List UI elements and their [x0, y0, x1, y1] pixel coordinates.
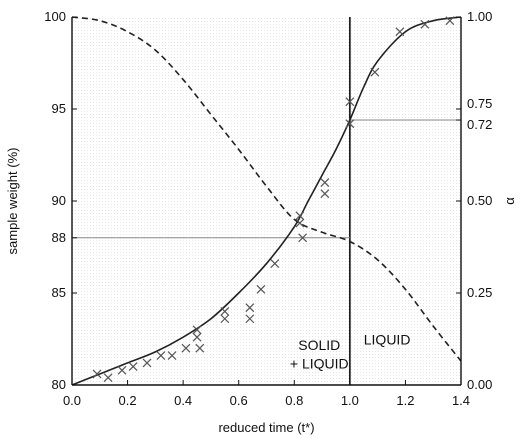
data-point-x-marker [295, 218, 305, 228]
data-point-x-marker [117, 365, 127, 375]
y2-tick-label: 0.75 [467, 96, 492, 111]
series-layer [71, 16, 462, 386]
y-tick-label: 80 [52, 377, 66, 392]
axes: 0.0 0.2 0.4 0.6 0.8 1.0 1.2 1.4 80 85 88 90 95 100 0.0… [44, 9, 492, 408]
data-point-x-marker [192, 332, 202, 342]
x-tick-label: 0.2 [119, 393, 137, 408]
x-axis-title: reduced time (t*) [218, 420, 314, 435]
data-point-x-marker [445, 16, 455, 26]
x-tick-label: 0.8 [285, 393, 303, 408]
data-point-x-marker [245, 303, 255, 313]
data-point-x-marker [128, 362, 138, 372]
data-point-x-marker [345, 97, 355, 107]
data-point-x-marker [270, 259, 280, 268]
data-point-x-marker [192, 325, 202, 335]
data-point-x-marker [298, 233, 308, 243]
data-point-x-marker [295, 211, 305, 221]
y-tick-label: 90 [52, 193, 66, 208]
region-annotation: SOLID [298, 337, 340, 353]
data-point-x-marker [320, 178, 330, 188]
data-point-x-marker [395, 27, 405, 37]
data-point-x-marker [220, 314, 230, 324]
data-point-x-marker [370, 67, 380, 77]
data-point-x-marker [92, 369, 102, 379]
x-tick-label: 0.0 [63, 393, 81, 408]
data-point-x-marker [156, 351, 166, 360]
y2-tick-label: 0.72 [467, 117, 492, 132]
y2-axis-title: α [502, 197, 517, 205]
y2-tick-label: 0.50 [467, 193, 492, 208]
x-tick-label: 1.0 [341, 393, 359, 408]
y-axis-title: sample weight (%) [5, 148, 20, 255]
data-point-x-marker [245, 314, 255, 324]
x-tick-label: 1.4 [452, 393, 470, 408]
data-point-x-marker [167, 351, 177, 360]
data-point-x-marker [320, 189, 330, 199]
labels: reduced time (t*) sample weight (%) α SO… [5, 148, 517, 435]
x-tick-label: 1.2 [396, 393, 414, 408]
plot-area [72, 17, 461, 385]
reference-lines [72, 17, 461, 385]
y2-tick-label: 1.00 [467, 9, 492, 24]
data-point-x-marker [345, 119, 355, 129]
y2-tick-label: 0.00 [467, 377, 492, 392]
data-point-x-marker [103, 373, 113, 383]
x-tick-label: 0.6 [230, 393, 248, 408]
data-point-x-marker [142, 358, 152, 368]
x-tick-label: 0.4 [174, 393, 192, 408]
data-point-x-marker [195, 343, 205, 353]
region-annotation: + LIQUID [290, 355, 349, 371]
y2-tick-label: 0.25 [467, 285, 492, 300]
data-point-x-marker [220, 306, 230, 316]
weight-curve-dashed [71, 16, 462, 362]
data-point-x-marker [420, 19, 430, 29]
data-point-x-marker [181, 343, 191, 353]
y-tick-label: 88 [52, 230, 66, 245]
y-tick-label: 100 [44, 9, 66, 24]
y-tick-label: 85 [52, 285, 66, 300]
region-annotation: LIQUID [364, 332, 411, 348]
y-tick-label: 95 [52, 101, 66, 116]
data-point-x-marker [256, 284, 266, 294]
